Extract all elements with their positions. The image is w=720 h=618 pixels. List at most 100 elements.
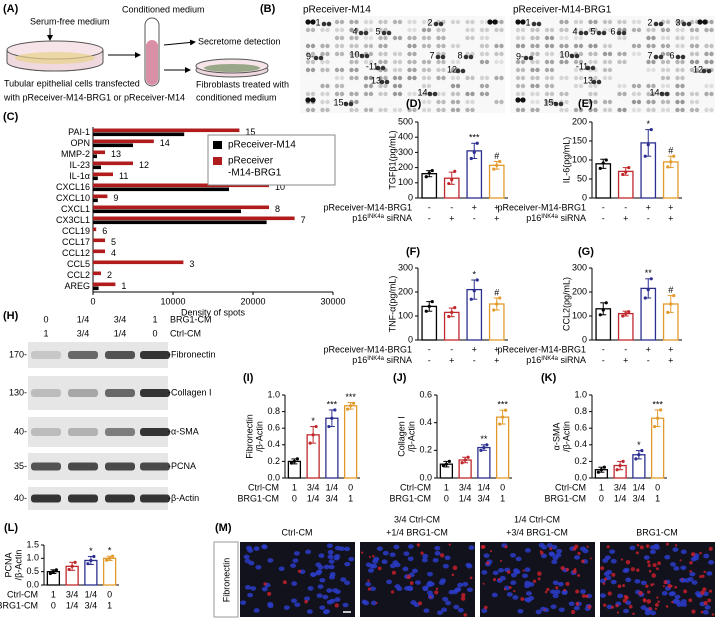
y-tick-label: 100 <box>572 154 587 164</box>
data-point <box>346 407 350 411</box>
nucleus <box>291 598 298 604</box>
bar <box>102 557 117 586</box>
stain-signal <box>703 600 708 606</box>
row-label: Ctrl-CM <box>555 482 586 492</box>
nucleus <box>319 605 326 610</box>
data-point <box>479 448 483 452</box>
spot <box>530 91 535 97</box>
nucleus <box>561 590 568 596</box>
spot <box>484 27 490 33</box>
stain-signal <box>282 580 287 585</box>
spot <box>368 83 374 89</box>
spot <box>704 91 709 97</box>
spot <box>412 19 417 25</box>
spot <box>354 27 359 33</box>
data-point <box>498 422 502 426</box>
nucleus <box>668 591 675 597</box>
spot <box>651 67 656 73</box>
spot <box>363 43 369 49</box>
spot <box>455 99 461 105</box>
spot-label: 14- <box>417 87 430 97</box>
spot <box>680 99 685 105</box>
spot <box>499 43 504 49</box>
spot <box>484 43 490 49</box>
nucleus <box>247 548 254 553</box>
row-cell: 3/4 <box>66 589 79 599</box>
spot-label: -11 <box>576 61 588 71</box>
spot-label: 7 <box>429 50 434 60</box>
data-point <box>424 175 428 179</box>
spot <box>596 30 602 36</box>
row-label-part: siRNA <box>384 355 412 365</box>
row-label-part: siRNA <box>384 213 412 223</box>
nucleus <box>240 600 247 605</box>
spot <box>593 107 598 113</box>
spot <box>441 99 446 105</box>
bar <box>93 176 98 181</box>
nucleus <box>462 581 469 587</box>
stain-signal <box>666 605 669 608</box>
y-tick-label: 300 <box>398 147 413 157</box>
spot <box>339 67 345 73</box>
y-tick-label: 0 <box>582 334 587 344</box>
nucleus <box>344 561 351 567</box>
spot <box>544 51 550 57</box>
spot <box>607 51 613 57</box>
spot <box>305 51 311 57</box>
data-point <box>640 449 644 453</box>
stain-signal <box>600 566 605 571</box>
y-tick-label: 300 <box>572 262 587 272</box>
data-point <box>621 459 625 463</box>
spot <box>535 51 540 57</box>
spot <box>334 75 340 81</box>
y-axis-label: TNF-α(pg/mL) <box>387 276 397 333</box>
data-point <box>669 160 673 164</box>
spot <box>484 35 490 41</box>
data-point <box>314 424 318 429</box>
nucleus <box>426 590 433 596</box>
spot <box>349 91 354 97</box>
nucleus <box>322 609 329 615</box>
spot <box>559 59 564 65</box>
nucleus <box>623 567 630 573</box>
spot <box>694 51 700 57</box>
stain-signal <box>711 613 715 616</box>
bar <box>93 271 101 276</box>
spot <box>535 59 540 65</box>
spot <box>622 91 627 97</box>
spot <box>675 54 681 60</box>
spot <box>397 51 403 57</box>
nucleus <box>367 568 374 573</box>
nucleus <box>498 567 505 573</box>
spot <box>363 107 369 113</box>
stain-signal <box>574 567 577 571</box>
spot <box>438 21 444 27</box>
data-point <box>70 564 74 568</box>
stain-signal <box>610 605 614 609</box>
spot <box>470 99 475 105</box>
spot <box>646 35 651 41</box>
spot <box>397 35 403 41</box>
spot <box>441 75 446 81</box>
spot <box>535 35 540 41</box>
nucleus <box>703 553 710 559</box>
nucleus <box>305 549 312 555</box>
stain-box <box>213 541 239 618</box>
row-cell: - <box>624 202 627 212</box>
row-label-part: p16 <box>526 355 541 365</box>
y-axis-label: /β-Actin <box>254 421 264 452</box>
stain-signal <box>585 594 589 599</box>
spot <box>325 67 330 73</box>
spot <box>573 107 579 113</box>
data-point <box>427 171 431 175</box>
spot <box>593 19 598 25</box>
stain-signal <box>665 542 670 546</box>
spot <box>616 30 622 36</box>
bar <box>93 198 98 203</box>
nucleus <box>653 545 660 550</box>
nucleus <box>573 605 580 611</box>
spot <box>368 59 374 65</box>
spot <box>694 99 700 105</box>
row-cell: 1/4 <box>326 482 339 492</box>
row-cell: 0 <box>500 482 505 492</box>
